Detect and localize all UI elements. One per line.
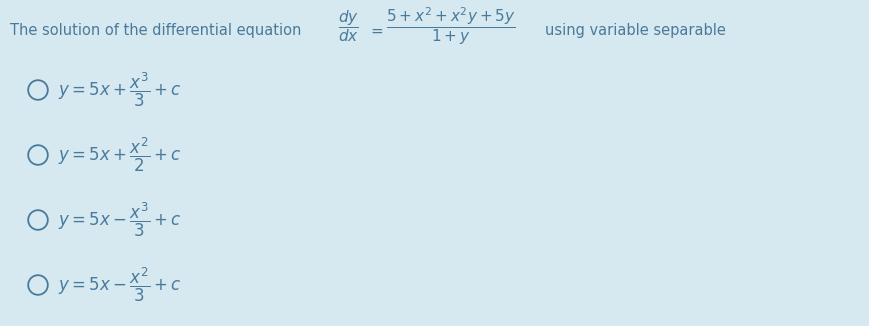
Text: $\dfrac{dy}{dx}$: $\dfrac{dy}{dx}$ — [338, 8, 359, 44]
Text: The solution of the differential equation: The solution of the differential equatio… — [10, 22, 302, 37]
Text: $y = 5x + \dfrac{x^3}{3} + c$: $y = 5x + \dfrac{x^3}{3} + c$ — [58, 71, 182, 109]
Text: $y = 5x - \dfrac{x^2}{3} + c$: $y = 5x - \dfrac{x^2}{3} + c$ — [58, 266, 182, 304]
Text: $y = 5x + \dfrac{x^2}{2} + c$: $y = 5x + \dfrac{x^2}{2} + c$ — [58, 136, 182, 174]
Text: $\dfrac{5 + x^2 + x^2 y + 5y}{1 + y}$: $\dfrac{5 + x^2 + x^2 y + 5y}{1 + y}$ — [386, 5, 516, 47]
Text: $y = 5x - \dfrac{x^3}{3} + c$: $y = 5x - \dfrac{x^3}{3} + c$ — [58, 201, 182, 239]
Text: using variable separable: using variable separable — [545, 22, 726, 37]
Text: $=$: $=$ — [368, 22, 384, 37]
